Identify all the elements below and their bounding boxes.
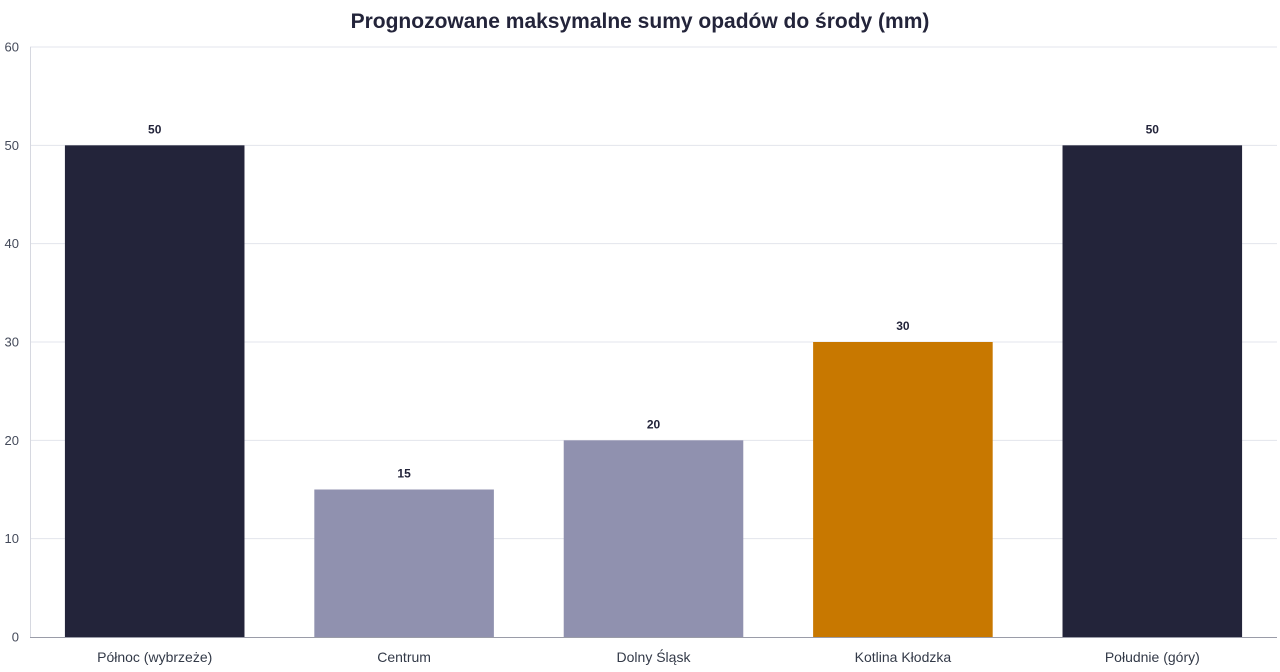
x-tick-label: Południe (góry) xyxy=(1105,649,1200,665)
data-label: 50 xyxy=(1146,122,1160,136)
x-tick-label: Kotlina Kłodzka xyxy=(855,649,952,665)
y-tick-label: 20 xyxy=(5,433,19,448)
x-tick-label: Północ (wybrzeże) xyxy=(97,649,212,665)
x-tick-label: Centrum xyxy=(377,649,431,665)
y-tick-label: 0 xyxy=(12,630,19,645)
data-label: 15 xyxy=(397,467,411,481)
y-tick-label: 60 xyxy=(5,40,19,55)
x-tick-label: Dolny Śląsk xyxy=(617,648,692,665)
data-label: 20 xyxy=(647,417,661,431)
y-tick-label: 50 xyxy=(5,138,19,153)
bar xyxy=(314,489,494,637)
data-label: 30 xyxy=(896,319,910,333)
data-label: 50 xyxy=(148,122,162,136)
bar xyxy=(563,440,744,637)
y-tick-label: 40 xyxy=(5,236,19,251)
chart-title: Prognozowane maksymalne sumy opadów do ś… xyxy=(350,10,930,33)
y-tick-label: 10 xyxy=(5,531,19,546)
bar xyxy=(813,342,993,637)
y-tick-label: 30 xyxy=(5,335,19,350)
bar xyxy=(1062,145,1243,638)
bar xyxy=(64,145,245,638)
